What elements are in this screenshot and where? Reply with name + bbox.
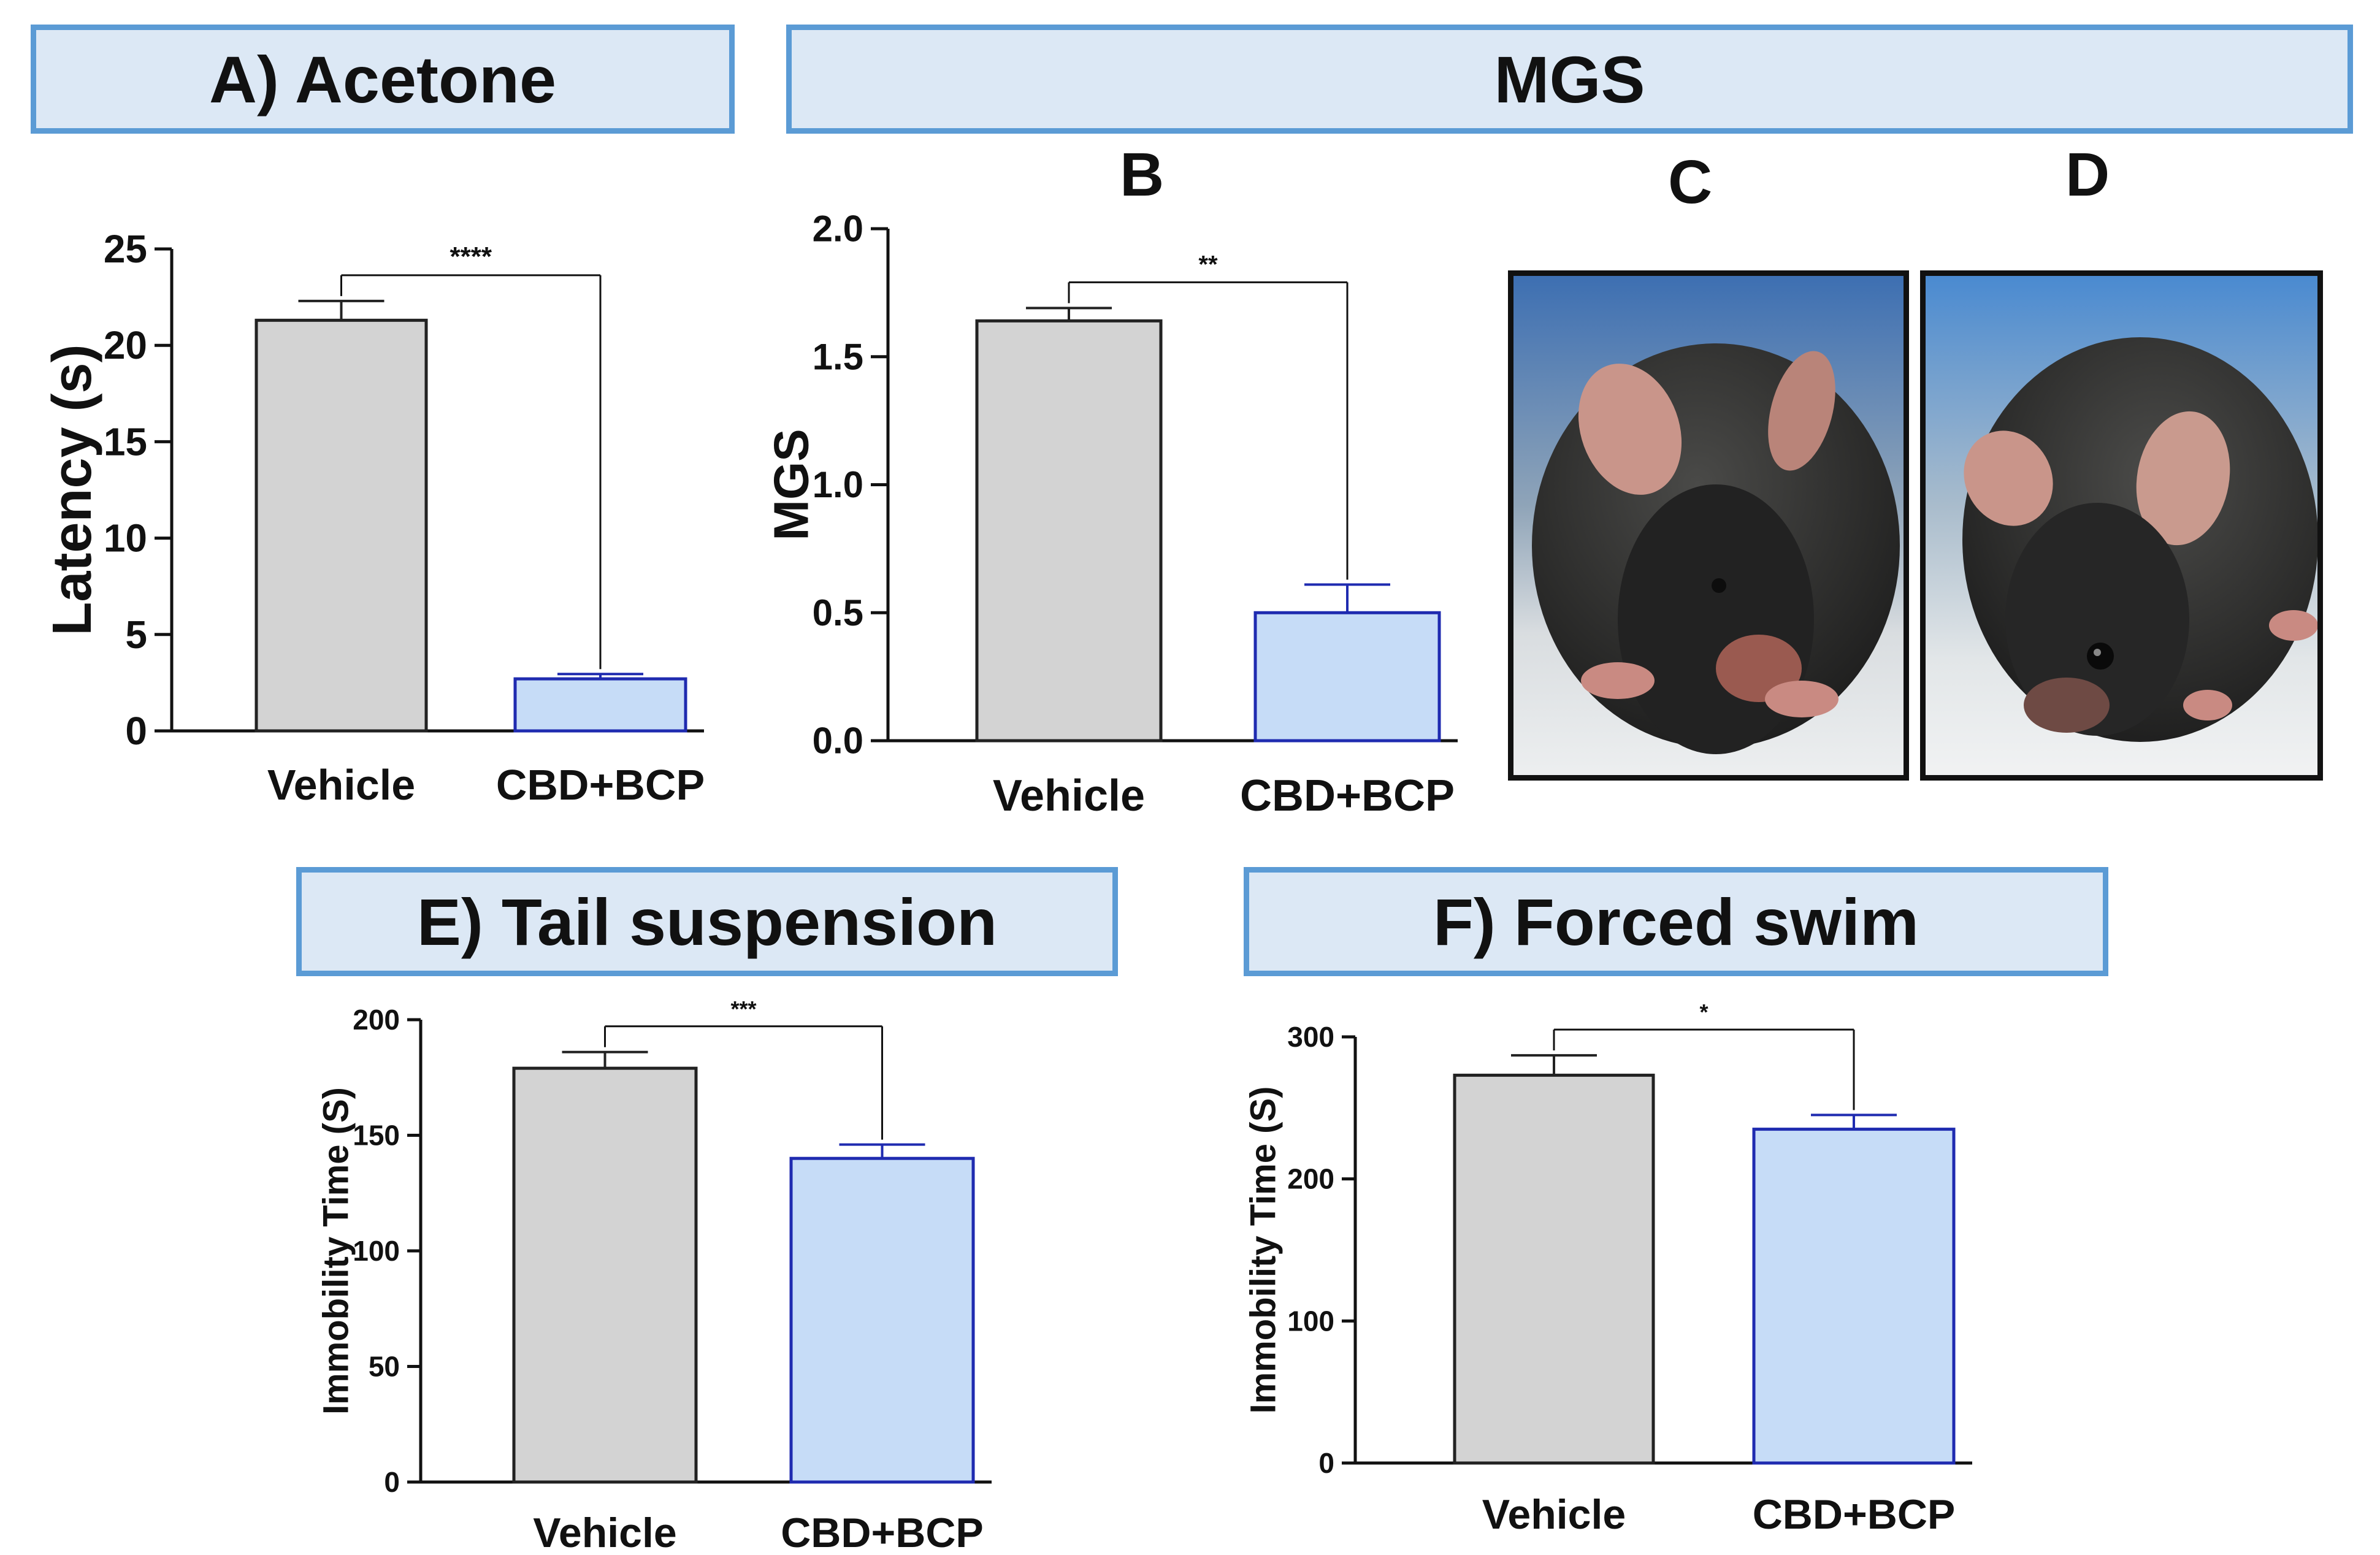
mouse-illustration-d <box>1926 276 2317 775</box>
chart-b-significance-label: ** <box>1198 251 1218 278</box>
chart-a-y-tick-label: 25 <box>104 227 147 271</box>
chart-a-y-tick-label: 5 <box>125 613 147 657</box>
chart-f-y-axis-label: Immobility Time (S) <box>1244 1087 1284 1414</box>
chart-b-bar-cbd-bcp <box>1253 611 1441 743</box>
chart-b-y-tick-label: 1.5 <box>813 336 863 377</box>
chart-a-y-tick-label: 20 <box>104 323 147 367</box>
chart-b-y-tick-label: 2.0 <box>813 208 863 250</box>
panel-mgs-title: MGS <box>786 25 2353 134</box>
chart-e-category-label: Vehicle <box>533 1510 676 1555</box>
chart-a-y-tick-label: 15 <box>104 419 147 464</box>
chart-f-y-tick-label: 0 <box>1318 1447 1334 1479</box>
chart-f-y-tick-label: 300 <box>1287 1021 1334 1053</box>
chart-e-y-tick-label: 50 <box>369 1351 400 1383</box>
chart-e-significance-label: *** <box>730 996 756 1022</box>
chart-b-category-label: Vehicle <box>993 771 1145 820</box>
chart-f-y-tick-label: 100 <box>1287 1305 1334 1337</box>
mouse-photo-d <box>1920 270 2323 781</box>
chart-e-y-tick-label: 100 <box>353 1235 400 1267</box>
chart-f-significance-label: * <box>1699 999 1708 1025</box>
chart-a-category-label: CBD+BCP <box>496 761 705 809</box>
panel-letter-c: C <box>1668 148 1713 216</box>
chart-a-y-tick-label: 0 <box>125 709 147 753</box>
chart-f-bar-vehicle <box>1453 1074 1655 1465</box>
chart-f-category-label: Vehicle <box>1482 1491 1626 1538</box>
chart-b-bar-vehicle <box>975 319 1163 743</box>
panel-a-title: A) Acetone <box>31 25 735 134</box>
chart-e-category-label: CBD+BCP <box>781 1510 984 1555</box>
chart-b-y-tick-label: 1.0 <box>813 464 863 505</box>
chart-b-y-axis-label: MGS <box>764 429 819 540</box>
mouse-photo-c <box>1508 270 1909 781</box>
chart-e-y-tick-label: 200 <box>353 1004 400 1036</box>
chart-a-bar-vehicle <box>254 318 428 733</box>
panel-f-title: F) Forced swim <box>1244 867 2108 976</box>
chart-b-category-label: CBD+BCP <box>1240 771 1455 820</box>
chart-f-y-tick-label: 200 <box>1287 1163 1334 1195</box>
chart-e-y-axis-label: Immobility Time (S) <box>316 1087 356 1415</box>
chart-b-y-tick-label: 0.0 <box>813 720 863 762</box>
chart-a-bar-cbd-bcp <box>513 677 687 733</box>
chart-b-y-tick-label: 0.5 <box>813 592 863 633</box>
chart-f-category-label: CBD+BCP <box>1753 1491 1956 1538</box>
chart-a-category-label: Vehicle <box>267 761 415 809</box>
chart-f-bar-cbd-bcp <box>1752 1128 1956 1465</box>
chart-a-y-axis-label: Latency (s) <box>42 344 103 635</box>
chart-e-bar-cbd-bcp <box>789 1156 975 1484</box>
panel-e-title: E) Tail suspension <box>296 867 1118 976</box>
panel-letter-d: D <box>2065 140 2110 209</box>
chart-e-bar-vehicle <box>512 1066 698 1484</box>
chart-a-significance-label: **** <box>450 242 492 272</box>
chart-e-y-tick-label: 150 <box>353 1120 400 1152</box>
chart-e-y-tick-label: 0 <box>384 1466 400 1498</box>
mouse-illustration-c <box>1513 276 1904 775</box>
panel-letter-b: B <box>1120 140 1165 209</box>
chart-a-y-tick-label: 10 <box>104 516 147 560</box>
